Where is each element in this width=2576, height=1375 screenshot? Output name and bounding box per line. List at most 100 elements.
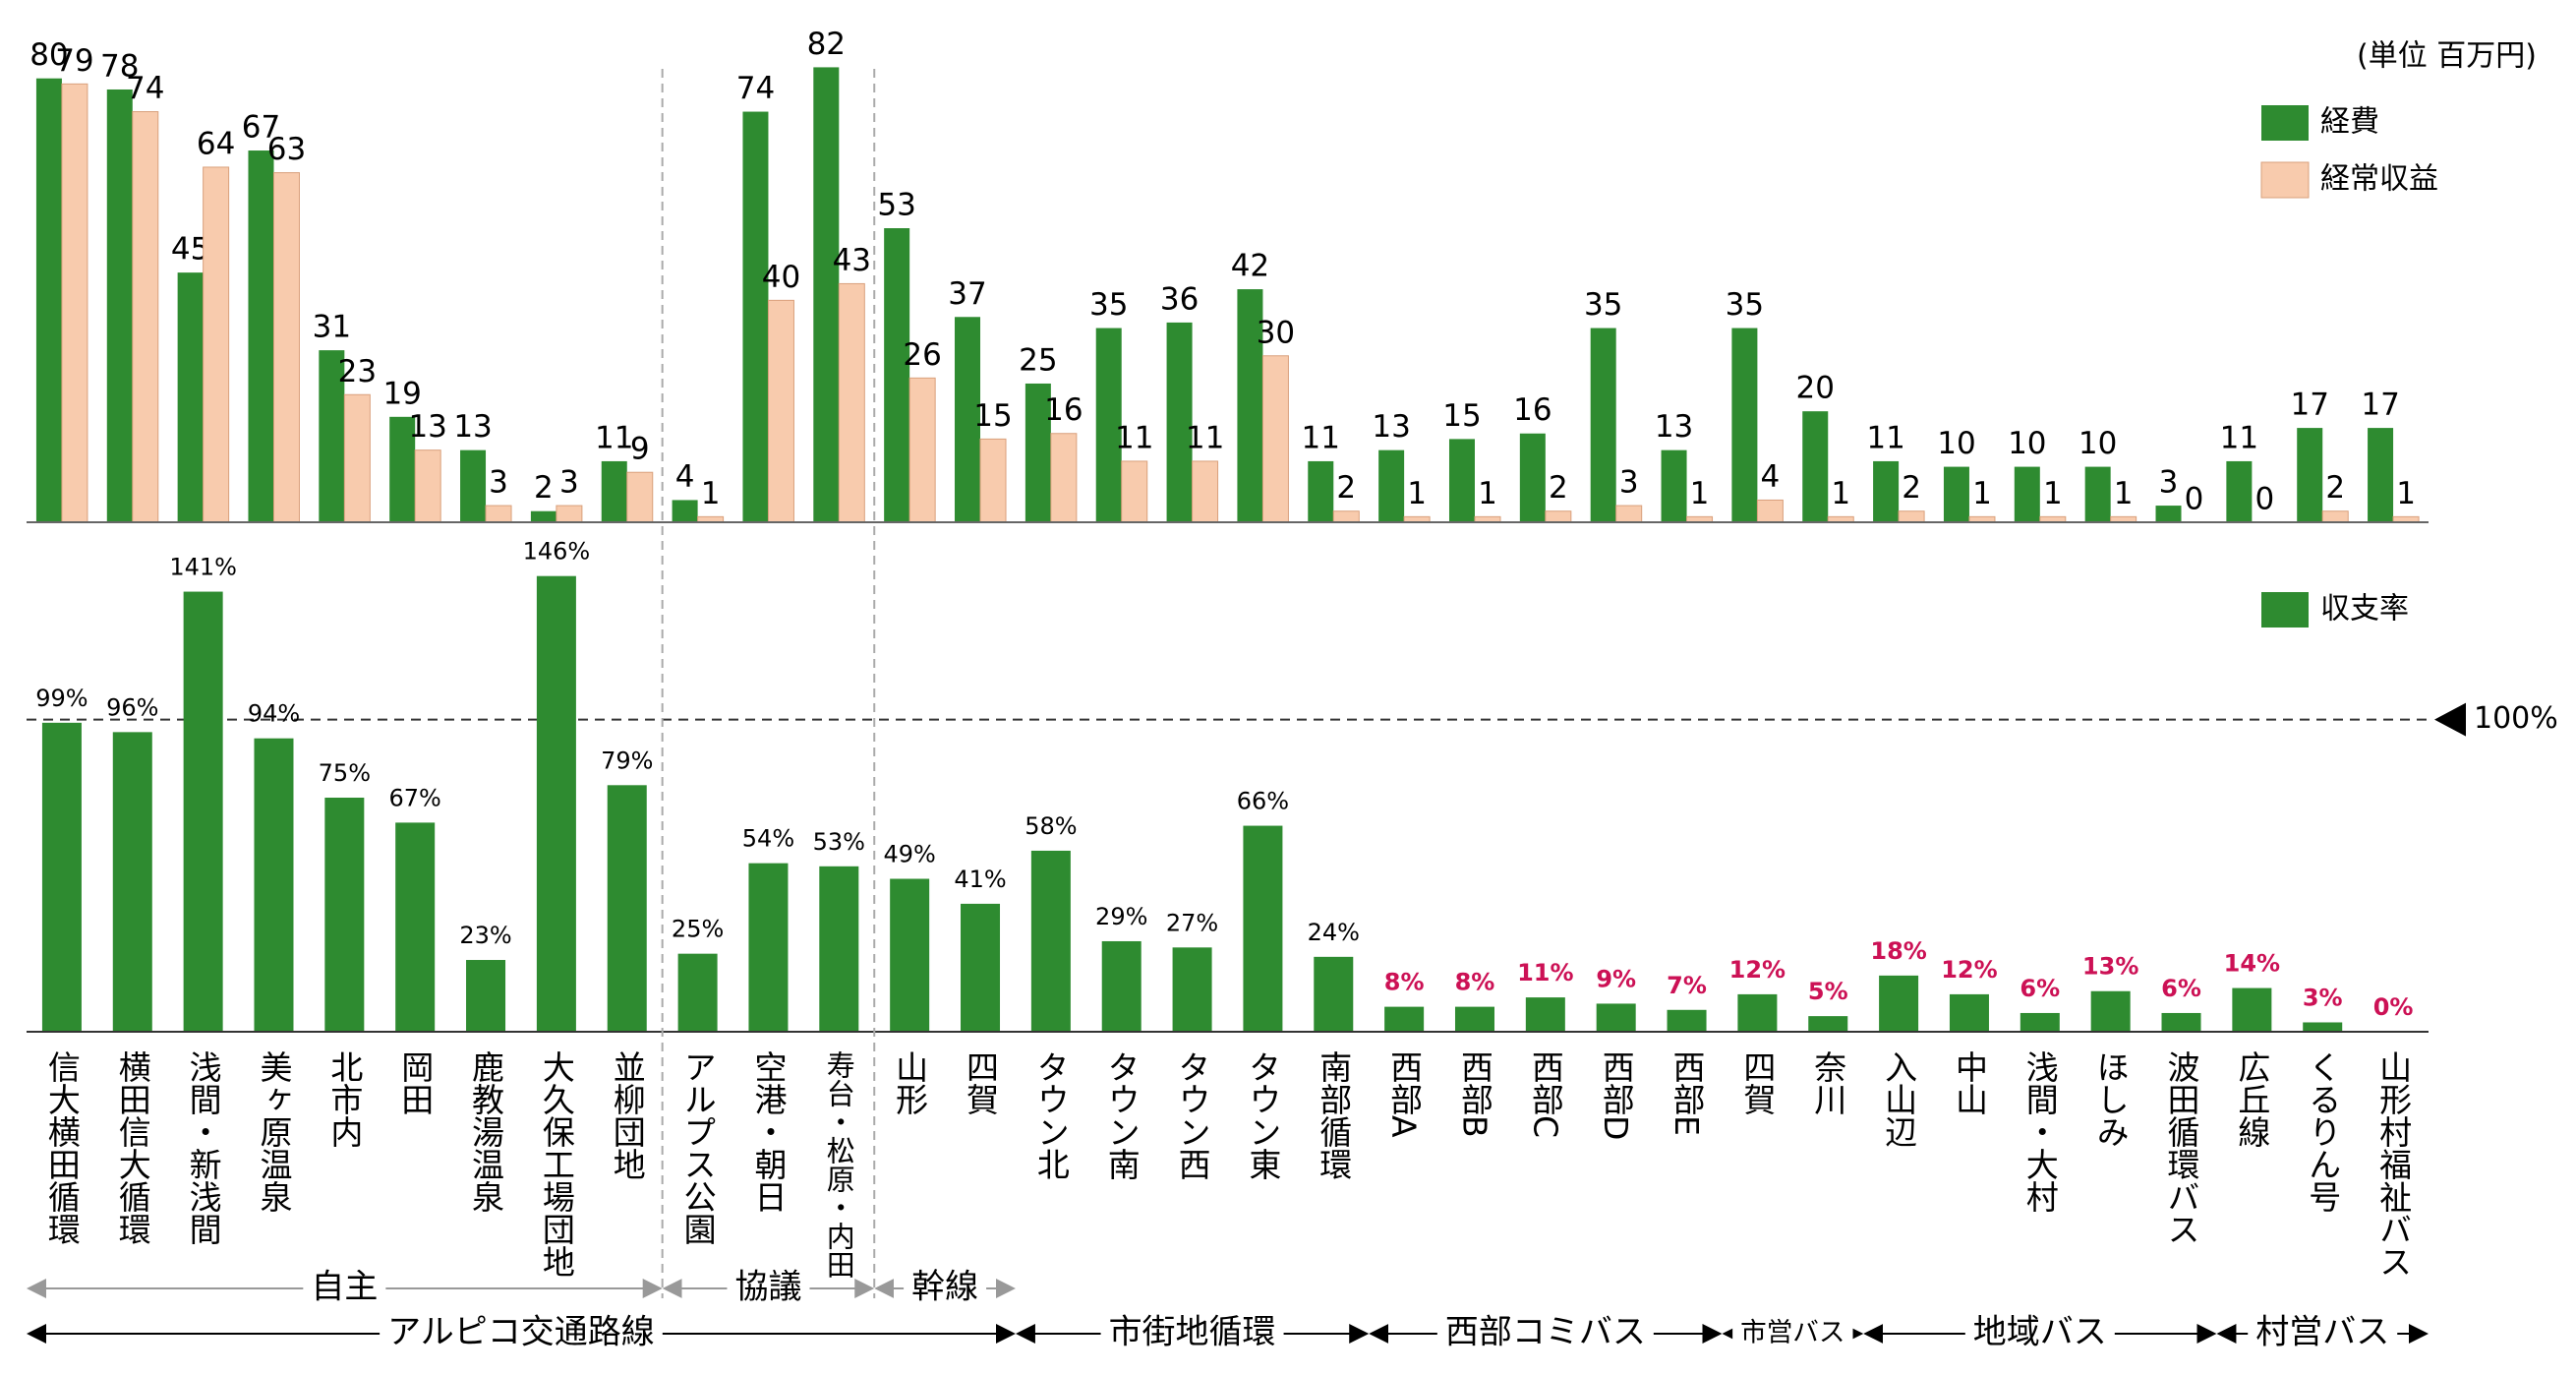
x-tick-label: 横田信大循環 (113, 1050, 151, 1245)
x-tick-label: 南部循環 (1315, 1050, 1353, 1180)
ratio-bar (1384, 1006, 1425, 1032)
group-label-bg (1964, 1312, 2115, 1352)
group-label: 村営バス (2255, 1313, 2389, 1352)
ratio-bar (1737, 993, 1778, 1032)
ratio-bar (1525, 997, 1565, 1032)
value-label: 1 (1972, 476, 1992, 511)
value-label: 12% (1941, 956, 1997, 984)
value-label: 64 (197, 126, 235, 161)
cost-bar (1332, 510, 1360, 523)
ratio-bar (2232, 987, 2272, 1032)
x-tick-label: 山形村福祉バス (2374, 1050, 2413, 1278)
value-label: 26 (903, 337, 941, 373)
x-tick-label: 寿台・松原・内田 (822, 1050, 855, 1279)
value-label: 79% (601, 747, 653, 774)
cost-bar (2014, 466, 2040, 522)
value-label: 2 (534, 470, 554, 506)
cost-bar (1192, 460, 1219, 523)
cost-bar (626, 471, 654, 523)
value-label: 66% (1237, 788, 1289, 815)
value-label: 17 (2290, 388, 2328, 423)
ratio-bar (1314, 956, 1354, 1032)
value-label: 4 (1761, 459, 1781, 495)
value-label: 16 (1513, 392, 1551, 428)
value-label: 54% (742, 825, 794, 853)
value-label: 13 (1372, 409, 1410, 445)
value-label: 74 (126, 71, 164, 106)
ratio-bar (1879, 975, 1919, 1032)
value-label: 79 (55, 43, 93, 79)
cost-bar (1050, 433, 1078, 523)
x-tick-label: 四賀 (1738, 1050, 1777, 1115)
value-label: 11 (1115, 420, 1153, 455)
ratio-bar (890, 878, 930, 1032)
value-label: 3 (2159, 465, 2179, 501)
reference-marker (2434, 702, 2466, 737)
cost-bar (908, 377, 936, 523)
group-label: 協議 (734, 1268, 801, 1307)
value-label: 67% (389, 784, 441, 811)
value-label: 35 (1584, 287, 1622, 323)
ratio-bar (112, 732, 152, 1032)
ratio-bar (819, 866, 859, 1032)
value-label: 20 (1796, 371, 1835, 406)
x-tick-label: 四賀 (962, 1050, 1000, 1115)
cost-bar (672, 500, 698, 522)
x-tick-label: タウン南 (1102, 1050, 1141, 1180)
value-label: 1 (1478, 476, 1497, 511)
ratio-bar (41, 722, 82, 1032)
cost-bar (203, 166, 230, 523)
cost-bar (272, 172, 300, 523)
value-label: 2 (1549, 470, 1568, 506)
x-tick-label: 西部A (1385, 1050, 1424, 1138)
cost-bar (838, 282, 865, 523)
cost-bar (767, 299, 794, 523)
x-tick-label: 信大横田循環 (42, 1050, 81, 1245)
ratio-bar (2161, 1012, 2201, 1032)
cost-bar (35, 78, 62, 523)
ratio-bar (1667, 1009, 1707, 1032)
value-label: 49% (883, 841, 935, 868)
cost-bar (1237, 289, 1263, 522)
cost-bar (1590, 328, 1616, 522)
group-label-bg (1436, 1312, 1654, 1352)
cost-bar (1095, 328, 1122, 522)
cost-bar (1898, 510, 1925, 523)
group-label-bg (1100, 1312, 1284, 1352)
value-label: 7% (1667, 972, 1707, 999)
group-label: 西部コミバス (1445, 1313, 1646, 1352)
x-tick-label: タウン北 (1031, 1050, 1070, 1180)
x-tick-label: 並柳団地 (608, 1050, 646, 1180)
value-label: 29% (1095, 903, 1147, 930)
cost-bar (979, 438, 1007, 523)
value-label: 53% (813, 828, 865, 856)
value-label: 3 (1619, 465, 1639, 501)
value-label: 24% (1308, 919, 1360, 946)
value-label: 30 (1257, 315, 1295, 350)
value-label: 96% (106, 693, 158, 721)
cost-bar (1873, 460, 1900, 522)
value-label: 0 (2255, 482, 2275, 517)
cost-bar (248, 150, 274, 523)
cost-bar (1519, 433, 1546, 522)
cost-bar (389, 416, 416, 522)
value-label: 2 (2325, 470, 2345, 506)
value-label: 31 (313, 310, 351, 345)
cost-bar (1121, 460, 1148, 523)
value-label: 5% (1808, 978, 1848, 1005)
value-label: 17 (2361, 388, 2399, 423)
legend-label: 経常収益 (2320, 162, 2438, 197)
cost-bar (2297, 428, 2323, 522)
x-tick-label: 奈川 (1809, 1050, 1847, 1115)
value-label: 36 (1160, 281, 1199, 317)
value-label: 53 (877, 188, 915, 223)
value-label: 42 (1231, 249, 1269, 284)
x-tick-label: 鹿教湯温泉 (467, 1050, 505, 1213)
value-label: 15 (1442, 398, 1481, 434)
legend-swatch (2260, 161, 2310, 199)
value-label: 78 (100, 48, 139, 84)
value-label: 1 (1690, 476, 1710, 511)
x-tick-label: 大久保工場団地 (537, 1050, 575, 1278)
x-tick-label: 広丘線 (2233, 1050, 2271, 1148)
